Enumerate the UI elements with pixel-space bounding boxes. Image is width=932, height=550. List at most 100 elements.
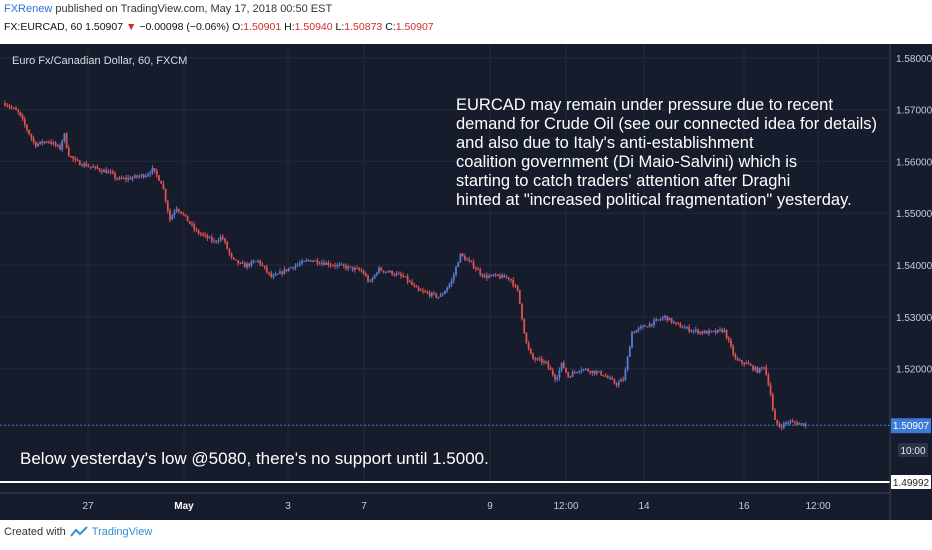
candle-body bbox=[756, 367, 759, 373]
candle-body bbox=[268, 271, 270, 274]
candle-body bbox=[316, 260, 319, 264]
candle-body bbox=[584, 369, 587, 371]
candle-body bbox=[12, 107, 15, 109]
candle-body bbox=[769, 385, 772, 395]
candle-body bbox=[675, 322, 677, 324]
candle-body bbox=[404, 276, 407, 278]
candle-body bbox=[466, 259, 468, 261]
candle-body bbox=[48, 141, 50, 143]
candle-body bbox=[116, 178, 119, 180]
candle-body bbox=[301, 261, 303, 264]
candle-body bbox=[789, 421, 792, 423]
candle-body bbox=[796, 422, 798, 425]
candle-body bbox=[433, 292, 435, 294]
candle-body bbox=[635, 330, 638, 333]
candle-body bbox=[292, 267, 295, 269]
candle-body bbox=[655, 319, 658, 321]
candle-body bbox=[664, 315, 666, 318]
author-link[interactable]: FXRenew bbox=[4, 3, 53, 15]
candle-body bbox=[364, 274, 367, 277]
candle-body bbox=[496, 274, 499, 276]
candle-body bbox=[593, 370, 596, 374]
candle-body bbox=[199, 233, 202, 235]
candle-body bbox=[613, 379, 616, 384]
candle-body bbox=[600, 371, 603, 375]
x-tick-label: 7 bbox=[361, 501, 367, 512]
candle-body bbox=[272, 275, 275, 277]
x-tick-label: 9 bbox=[487, 501, 493, 512]
candle-body bbox=[274, 274, 277, 276]
candle-body bbox=[358, 268, 361, 271]
candle-body bbox=[230, 253, 233, 258]
candle-body bbox=[283, 269, 286, 274]
candle-body bbox=[144, 175, 147, 178]
candle-body bbox=[736, 358, 739, 361]
candle-body bbox=[334, 265, 336, 267]
candle-body bbox=[290, 267, 292, 269]
candle-body bbox=[774, 410, 776, 420]
candle-body bbox=[6, 105, 9, 107]
candle-body bbox=[78, 160, 81, 166]
candle-body bbox=[193, 224, 196, 230]
last-price: 1.50907 bbox=[85, 21, 124, 33]
candle-body bbox=[411, 281, 413, 285]
candle-body bbox=[228, 248, 231, 254]
candle-body bbox=[52, 142, 55, 144]
candle-body bbox=[512, 279, 515, 286]
candle-body bbox=[472, 261, 475, 268]
candle-body bbox=[287, 268, 290, 271]
candle-body bbox=[703, 330, 706, 334]
candle-body bbox=[173, 211, 176, 216]
candle-body bbox=[556, 377, 559, 380]
footer: Created with TradingView bbox=[4, 526, 152, 538]
low-label: L: bbox=[335, 21, 345, 33]
candle-body bbox=[8, 106, 11, 108]
candle-body bbox=[611, 377, 614, 380]
candle-body bbox=[785, 422, 787, 424]
candle-body bbox=[160, 180, 163, 184]
candle-body bbox=[701, 331, 704, 334]
candle-body bbox=[406, 276, 409, 282]
candle-body bbox=[527, 343, 530, 349]
candle-body bbox=[378, 267, 380, 273]
candle-body bbox=[461, 253, 464, 256]
candle-body bbox=[246, 263, 248, 268]
candle-body bbox=[28, 129, 31, 135]
tradingview-link[interactable]: TradingView bbox=[91, 526, 153, 538]
analysis-annotation: EURCAD may remain under pressure due to … bbox=[456, 96, 877, 209]
candle-body bbox=[492, 274, 495, 276]
price-chart[interactable]: 27 May 3 7 9 12:00 14 16 12:00 1.580001.570001.5… bbox=[0, 44, 932, 520]
candle-body bbox=[235, 259, 237, 261]
candle-body bbox=[719, 329, 721, 331]
candle-body bbox=[767, 374, 770, 386]
candle-body bbox=[631, 332, 633, 348]
candle-body bbox=[589, 371, 592, 373]
candle-body bbox=[175, 209, 178, 212]
candle-body bbox=[503, 275, 506, 278]
candle-body bbox=[543, 361, 545, 363]
candle-body bbox=[164, 189, 167, 201]
candle-body bbox=[226, 241, 229, 249]
candle-body bbox=[743, 362, 746, 365]
candle-body bbox=[202, 234, 204, 236]
candle-body bbox=[677, 323, 680, 325]
candle-body bbox=[415, 285, 418, 288]
close-value: 1.50907 bbox=[395, 21, 434, 33]
candle-body bbox=[582, 369, 585, 371]
candle-body bbox=[204, 234, 207, 236]
candle-body bbox=[747, 362, 750, 365]
candle-body bbox=[142, 174, 145, 178]
annotation-line-6: hinted at "increased political fragmenta… bbox=[456, 191, 852, 209]
candle-body bbox=[615, 383, 618, 386]
candle-body bbox=[83, 163, 86, 166]
candle-body bbox=[373, 274, 376, 279]
candle-body bbox=[208, 237, 211, 239]
candle-body bbox=[481, 274, 484, 277]
candle-body bbox=[43, 141, 46, 144]
low-value: 1.50873 bbox=[344, 21, 383, 33]
candle-body bbox=[679, 323, 682, 328]
candle-body bbox=[417, 287, 420, 291]
candle-body bbox=[510, 279, 512, 281]
candle-body bbox=[545, 361, 548, 363]
candle-body bbox=[430, 292, 433, 296]
